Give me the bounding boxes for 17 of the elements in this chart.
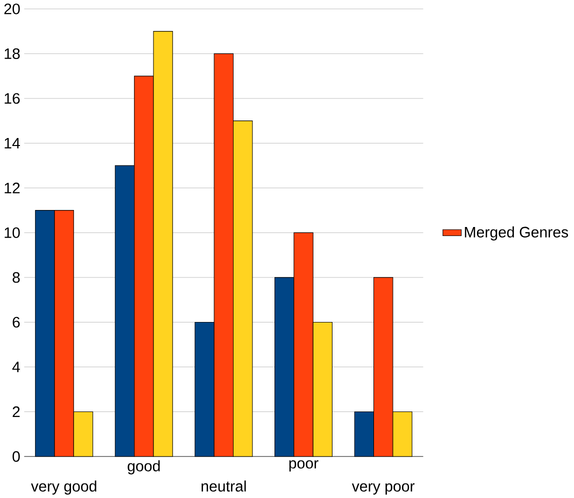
y-tick-label: 20 [4, 3, 20, 14]
y-tick-label: 4 [12, 362, 20, 372]
y-tick-label: 8 [12, 272, 20, 283]
y-tick-label: 2 [12, 406, 20, 417]
y-tick-label: 0 [12, 451, 20, 462]
x-tick-label: poor [289, 460, 318, 472]
y-tick-label: 14 [4, 138, 20, 148]
x-tick-label: very poor [352, 483, 415, 494]
y-tick-label: 6 [12, 316, 20, 328]
y-tick-label: 16 [4, 93, 20, 104]
y-tick-label: 18 [4, 48, 20, 59]
y-tick-label: 12 [4, 182, 20, 194]
x-tick-label: good [128, 460, 160, 474]
x-tick-label: neutral [202, 480, 246, 492]
legend-label: Merged Genres [464, 226, 568, 240]
y-tick-label: 10 [4, 227, 20, 238]
x-tick-label: very good [31, 480, 96, 494]
